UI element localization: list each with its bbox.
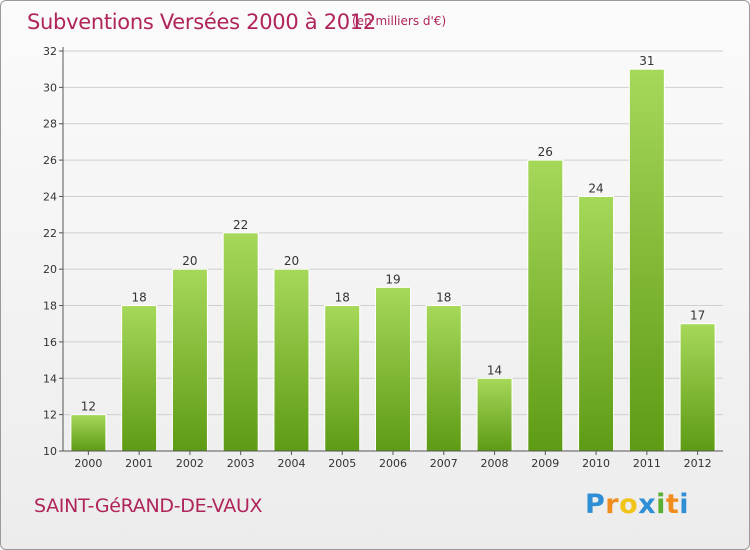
bar-2003 (222, 232, 259, 452)
data-label-2008: 14 (487, 363, 502, 377)
y-tick-label: 24 (43, 190, 57, 203)
bar-2007 (425, 305, 462, 452)
data-label-2011: 31 (639, 54, 654, 68)
bar-2001 (121, 305, 158, 452)
logo-letter: r (605, 489, 620, 520)
bar-2012 (679, 323, 716, 452)
x-tick-label-2009: 2009 (531, 457, 559, 470)
x-tick-label-2001: 2001 (125, 457, 153, 470)
data-label-2012: 17 (690, 309, 705, 323)
labels: 10 12 14 16 18 20 22 24 26 28 30 32 12 2000 18 2001 20 20… (43, 45, 712, 470)
x-tick-label-2003: 2003 (227, 457, 255, 470)
logo-letter: P (585, 489, 606, 520)
y-tick-label: 10 (43, 445, 57, 458)
data-label-2009: 26 (538, 145, 553, 159)
data-label-2001: 18 (132, 291, 147, 305)
logo-letter: t (665, 489, 680, 520)
y-tick-label: 32 (43, 45, 57, 58)
y-tick-label: 28 (43, 118, 57, 131)
y-tick-label: 12 (43, 409, 57, 422)
chart-subtitle: (en milliers d'€) (352, 14, 447, 28)
data-label-2006: 19 (385, 272, 400, 286)
y-tick-label: 16 (43, 336, 57, 349)
x-tick-label-2004: 2004 (277, 457, 305, 470)
x-tick-label-2006: 2006 (379, 457, 407, 470)
y-tick-label: 26 (43, 154, 57, 167)
data-label-2007: 18 (436, 291, 451, 305)
bar-2008 (476, 377, 513, 452)
axes (59, 47, 723, 455)
y-tick-label: 20 (43, 263, 57, 276)
data-label-2004: 20 (284, 254, 299, 268)
bar-2010 (578, 195, 615, 452)
logo-letter: o (619, 489, 639, 520)
bar-2011 (628, 68, 665, 452)
bar-2000 (70, 414, 107, 452)
proxiti-logo: Proxiti (585, 489, 689, 520)
data-label-2000: 12 (81, 400, 96, 414)
y-tick-label: 18 (43, 300, 57, 313)
bar-2006 (375, 286, 411, 452)
logo-letter: i (656, 489, 666, 520)
bar-2004 (273, 268, 310, 452)
bar-2002 (171, 268, 208, 452)
x-tick-label-2000: 2000 (74, 457, 102, 470)
y-tick-label: 30 (43, 81, 57, 94)
data-label-2005: 18 (335, 291, 350, 305)
x-tick-label-2005: 2005 (328, 457, 356, 470)
data-label-2003: 22 (233, 218, 248, 232)
bar-2005 (324, 305, 361, 452)
x-tick-label-2002: 2002 (176, 457, 204, 470)
commune-name: SAINT-GéRAND-DE-VAUX (34, 495, 263, 517)
bars (70, 68, 716, 452)
bar-2009 (527, 159, 564, 452)
x-tick-label-2010: 2010 (582, 457, 610, 470)
y-tick-label: 22 (43, 227, 57, 240)
x-tick-label-2012: 2012 (684, 457, 712, 470)
logo-letter: i (679, 489, 690, 520)
y-tick-label: 14 (43, 372, 57, 385)
x-tick-label-2007: 2007 (430, 457, 458, 470)
chart-title: Subventions Versées 2000 à 2012 (27, 10, 376, 34)
data-label-2002: 20 (182, 254, 197, 268)
x-tick-label-2008: 2008 (481, 457, 509, 470)
logo-letter: x (638, 489, 657, 520)
data-label-2010: 24 (588, 181, 603, 195)
x-tick-label-2011: 2011 (633, 457, 661, 470)
